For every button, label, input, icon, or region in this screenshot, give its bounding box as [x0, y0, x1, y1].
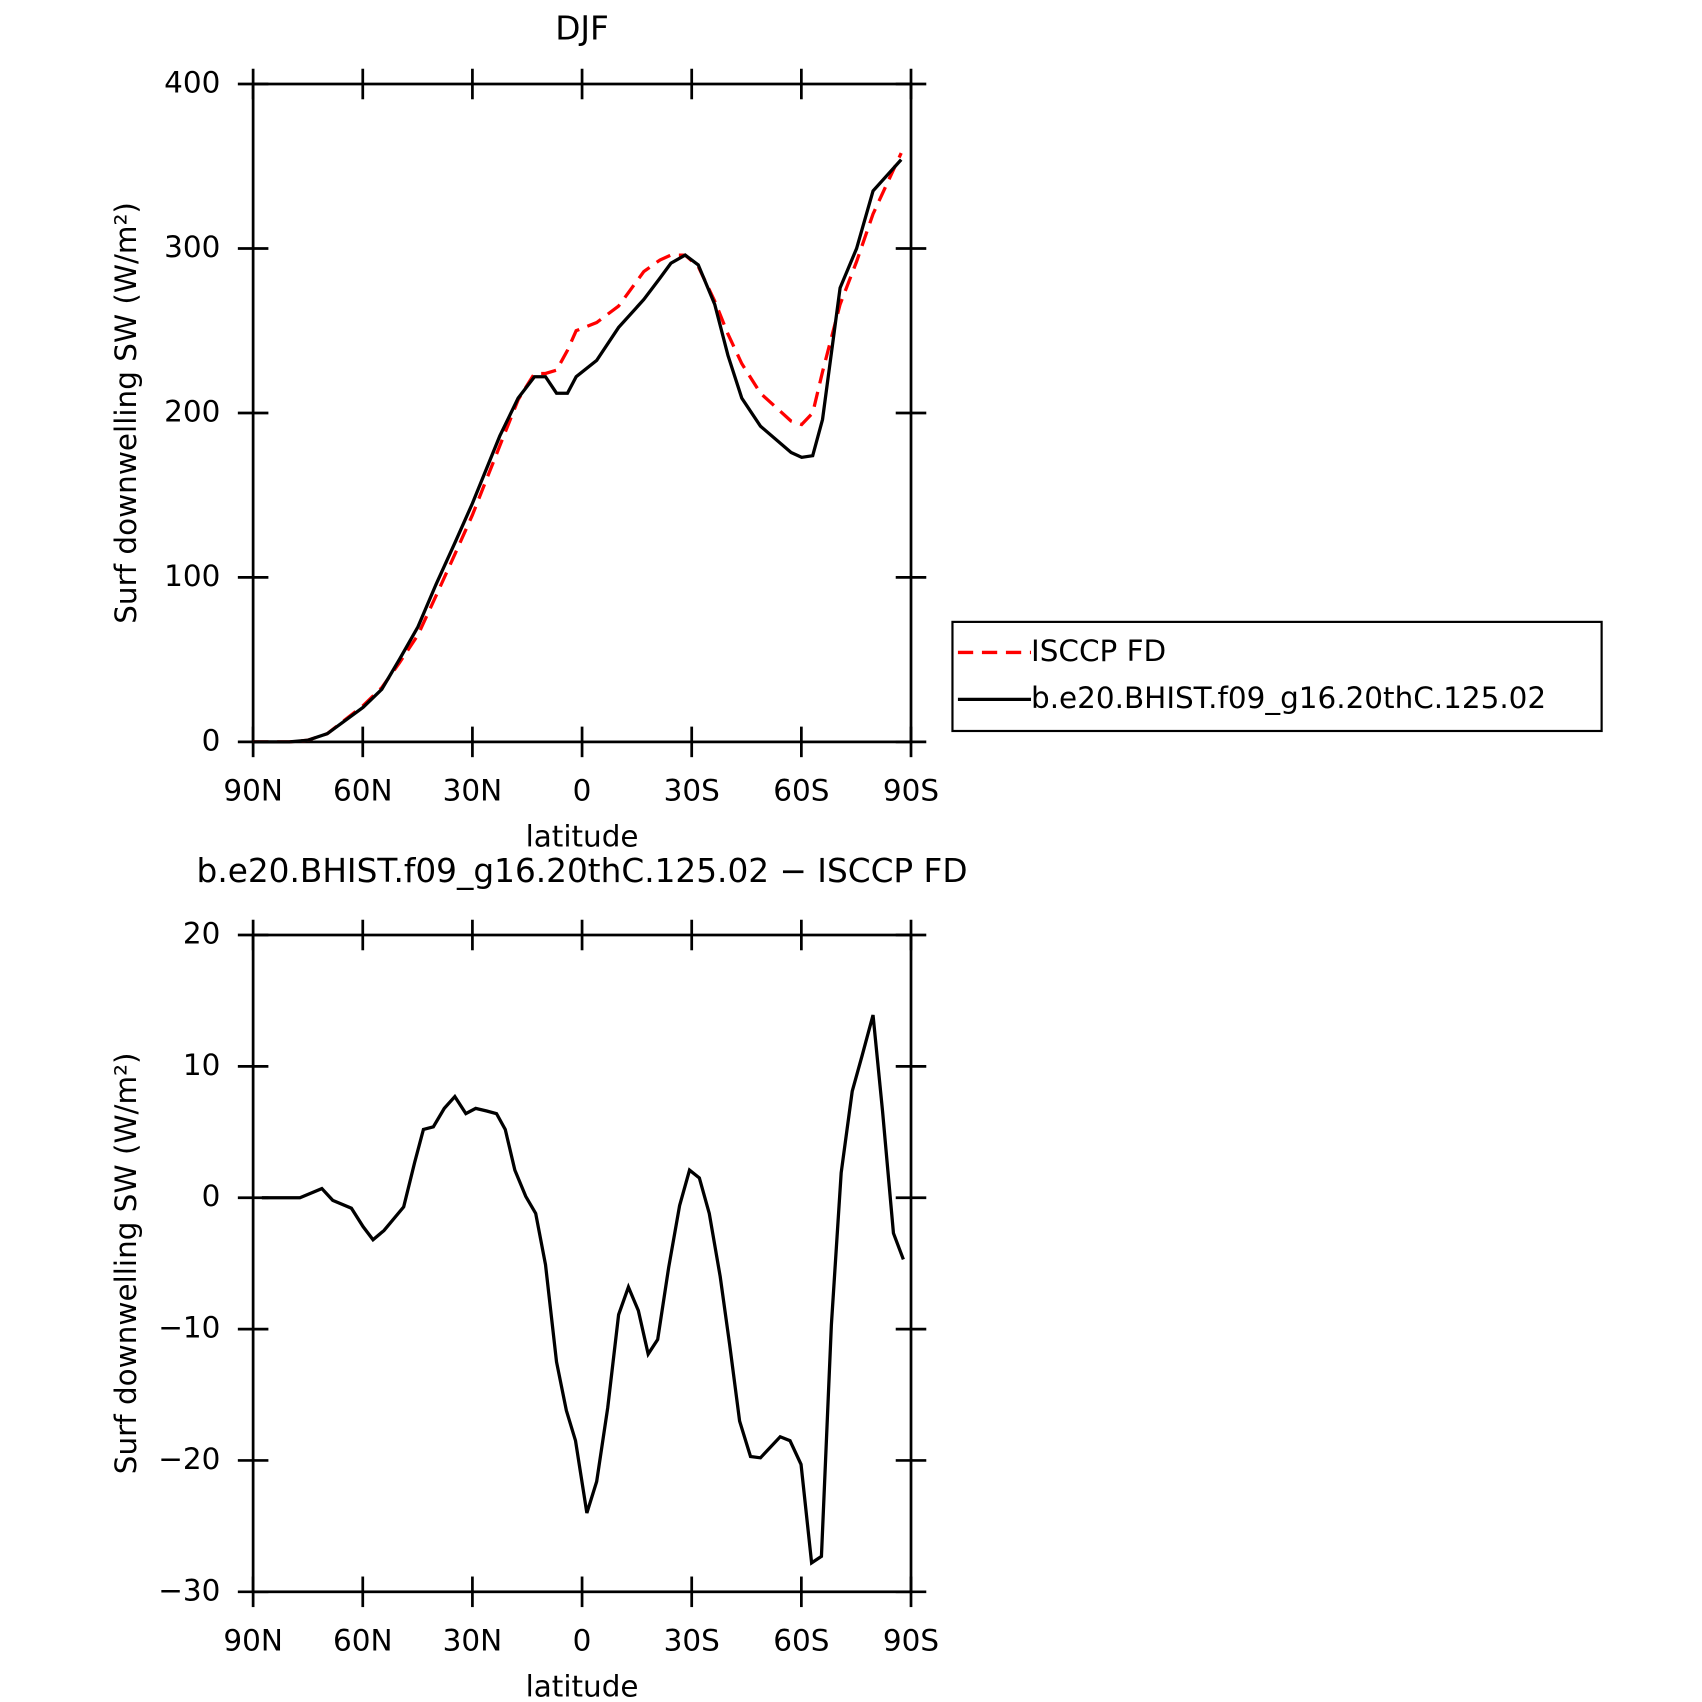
y-tick-label: 200 — [164, 394, 220, 428]
y-tick-label: 0 — [202, 1179, 221, 1213]
x-tick-label: 30N — [443, 774, 502, 808]
plot-frame — [251, 82, 913, 744]
series-line — [261, 1014, 905, 1566]
y-tick-label: 100 — [164, 559, 220, 593]
x-tick-label: 90N — [223, 774, 282, 808]
legend-label: b.e20.BHIST.f09_g16.20thC.125.02 — [1031, 681, 1546, 715]
y-tick-label: −30 — [158, 1573, 220, 1607]
x-tick-label: 0 — [573, 1623, 592, 1657]
chart-title: DJF — [555, 10, 609, 48]
x-tick-label: 0 — [573, 774, 592, 808]
plot-frame — [251, 933, 913, 1594]
x-axis-label: latitude — [526, 1669, 639, 1702]
y-tick-label: 300 — [164, 230, 220, 264]
y-tick-label: 10 — [183, 1048, 220, 1082]
x-tick-label: 90S — [883, 774, 939, 808]
series-line — [253, 158, 903, 744]
x-tick-label: 30S — [664, 1623, 720, 1657]
y-tick-label: 0 — [202, 723, 221, 757]
y-tick-label: −10 — [158, 1311, 220, 1345]
y-tick-label: 400 — [164, 66, 220, 100]
x-tick-label: 30N — [443, 1623, 502, 1657]
x-tick-label: 30S — [664, 774, 720, 808]
x-tick-label: 60N — [333, 774, 392, 808]
x-axis-label: latitude — [526, 819, 639, 853]
x-tick-label: 60N — [333, 1623, 392, 1657]
x-tick-label: 90S — [883, 1623, 939, 1657]
y-tick-label: 20 — [183, 917, 220, 951]
x-tick-label: 60S — [773, 774, 829, 808]
legend-box — [951, 620, 1603, 733]
legend-label: ISCCP FD — [1031, 634, 1166, 668]
y-axis-label: Surf downwelling SW (W/m²) — [109, 1053, 143, 1475]
series-line — [253, 152, 903, 744]
chart-title: b.e20.BHIST.f09_g16.20thC.125.02 − ISCCP… — [197, 852, 968, 890]
x-tick-label: 60S — [773, 1623, 829, 1657]
y-tick-label: −20 — [158, 1442, 220, 1476]
y-axis-label: Surf downwelling SW (W/m²) — [109, 202, 143, 624]
x-tick-label: 90N — [223, 1623, 282, 1657]
